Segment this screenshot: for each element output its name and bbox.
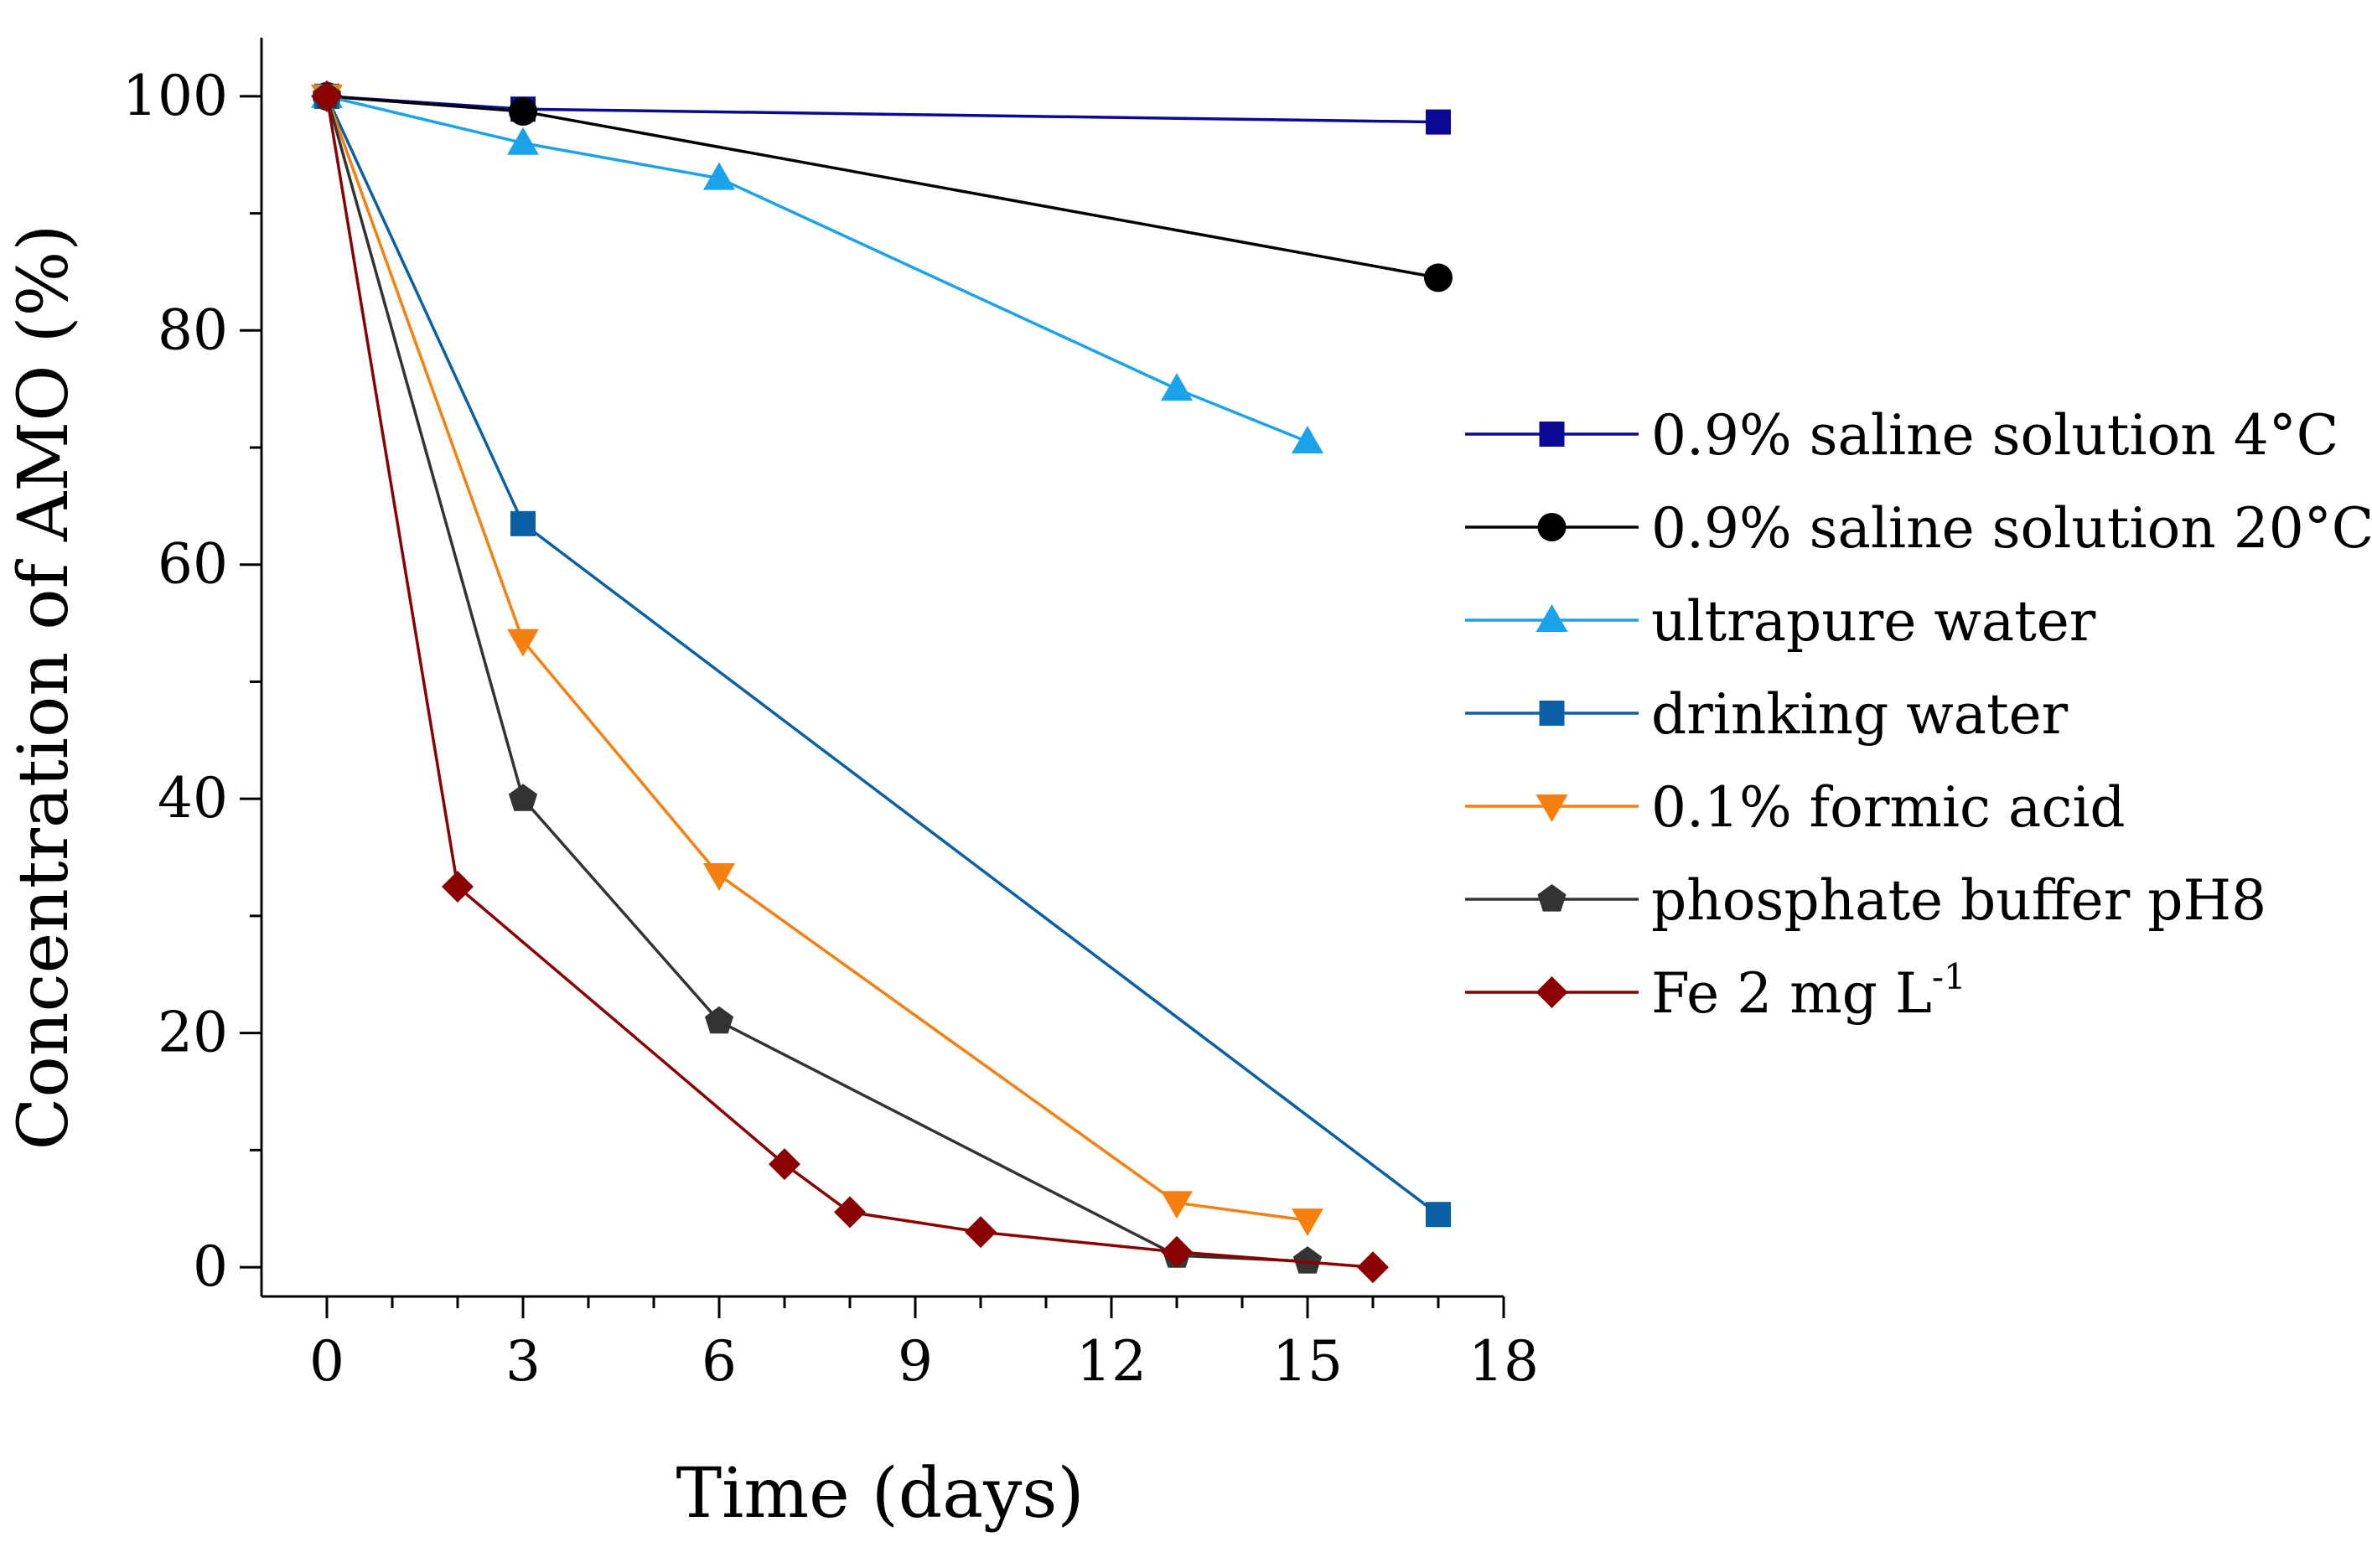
x-tick-label: 9 (898, 1329, 933, 1394)
legend-item: drinking water (1465, 682, 2069, 747)
series-3 (314, 83, 1451, 1228)
series-line (325, 96, 1308, 1222)
legend-marker (1536, 794, 1568, 822)
data-point (1426, 1202, 1451, 1228)
legend-label: phosphate buffer pH8 (1651, 868, 2266, 933)
legend-label: 0.9% saline solution 20°C (1651, 496, 2372, 561)
data-point (507, 629, 539, 657)
data-point (834, 1196, 866, 1229)
data-point (1161, 373, 1193, 401)
data-point (1292, 426, 1323, 454)
x-tick-label: 18 (1468, 1329, 1539, 1394)
legend-marker (1536, 976, 1568, 1008)
data-point (311, 80, 343, 112)
series-line (325, 96, 1308, 1263)
y-tick-label: 60 (158, 532, 228, 597)
y-tick-label: 100 (122, 64, 228, 128)
legend: 0.9% saline solution 4°C 0.9% saline solu… (1465, 403, 2372, 1026)
series-4 (311, 84, 1323, 1237)
legend-marker (1537, 513, 1567, 541)
plot-area: 0 3 6 9 12 15 18 0 20 40 60 80 100 (122, 38, 1539, 1394)
series-line (325, 96, 1374, 1269)
legend-item: phosphate buffer pH8 (1465, 868, 2266, 933)
legend-item: Fe 2 mg L-1 (1465, 956, 1966, 1026)
legend-item: 0.9% saline solution 20°C (1465, 496, 2372, 561)
y-tick-label: 20 (158, 1001, 228, 1065)
legend-label: 0.1% formic acid (1651, 775, 2126, 840)
y-tick-label: 80 (158, 298, 228, 362)
data-point (1292, 1246, 1323, 1274)
series-2 (311, 80, 1323, 454)
legend-marker (1539, 422, 1565, 447)
legend-label: 0.9% saline solution 4°C (1651, 403, 2338, 468)
legend-label: ultrapure water (1651, 589, 2096, 654)
data-point (1161, 1235, 1193, 1268)
legend-label: Fe 2 mg L-1 (1651, 956, 1966, 1026)
y-tick-label: 0 (193, 1234, 228, 1299)
data-point (510, 510, 536, 536)
data-point (442, 870, 474, 903)
data-point (1161, 1191, 1193, 1219)
legend-item: 0.9% saline solution 4°C (1465, 403, 2338, 468)
data-point (965, 1216, 997, 1249)
data-point (769, 1148, 800, 1181)
legend-item: 0.1% formic acid (1465, 775, 2126, 840)
x-axis-title: Time (days) (676, 1454, 1084, 1534)
series-line (325, 96, 1440, 1216)
data-point (1424, 263, 1453, 292)
series-5 (312, 80, 1323, 1274)
y-tick-label: 40 (158, 766, 228, 831)
data-point (703, 162, 735, 190)
series-line (326, 95, 1439, 280)
legend-label: drinking water (1651, 682, 2069, 747)
x-tick-label: 12 (1076, 1329, 1147, 1394)
x-tick-label: 0 (309, 1329, 344, 1394)
legend-item: ultrapure water (1465, 589, 2096, 654)
x-tick-label: 15 (1272, 1329, 1343, 1394)
data-point (704, 1006, 734, 1034)
x-tick-label: 3 (505, 1329, 541, 1394)
data-point (508, 784, 538, 811)
data-point (509, 97, 537, 127)
data-point (1426, 109, 1451, 135)
data-point (1357, 1251, 1389, 1284)
legend-marker (1537, 884, 1567, 912)
series-6 (311, 80, 1389, 1284)
legend-marker (1539, 701, 1565, 726)
data-point (1292, 1208, 1323, 1237)
x-tick-label: 6 (702, 1329, 737, 1394)
y-axis-title: Concentration of AMO (%) (4, 225, 84, 1151)
data-point (703, 863, 735, 892)
data-point (507, 127, 539, 155)
series-line (326, 95, 1308, 443)
legend-marker (1536, 604, 1568, 632)
